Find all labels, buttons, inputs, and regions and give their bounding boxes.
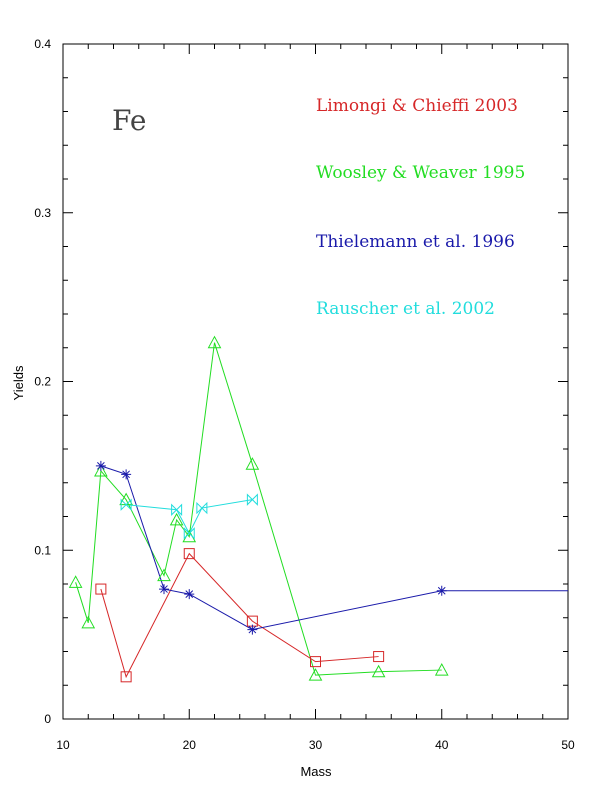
series-lines: [75, 342, 568, 679]
legend-entry: Woosley & Weaver 1995: [316, 163, 525, 183]
axes: [62, 43, 569, 720]
data-point: [120, 671, 132, 683]
data-point: [81, 615, 96, 629]
data-point: [245, 457, 260, 470]
series-line: [100, 465, 568, 631]
tick-labels: 10 20 30 40 50 0 0.1 0.2 0.3 0.4: [34, 37, 575, 752]
data-point: [94, 463, 108, 477]
data-point: [207, 335, 222, 349]
element-annotation: Fe: [112, 104, 146, 137]
legend-entry: Thielemann et al. 1996: [316, 232, 515, 252]
y-tick-label: 0.1: [34, 543, 51, 557]
y-tick-label: 0: [44, 712, 51, 726]
legend-entry: Rauscher et al. 2002: [316, 299, 495, 319]
plot-frame: [62, 43, 569, 720]
data-point: [436, 585, 447, 596]
data-point: [183, 548, 195, 560]
legend: Limongi & Chieffi 2003 Woosley & Weaver 1…: [316, 96, 525, 319]
y-tick-label: 0.3: [34, 206, 51, 220]
y-axis-title: Yields: [11, 365, 26, 400]
data-point: [95, 460, 106, 471]
data-point: [247, 624, 258, 635]
data-point: [196, 501, 208, 515]
y-tick-label: 0.4: [34, 37, 51, 51]
x-tick-label: 30: [309, 738, 323, 752]
data-point: [120, 498, 132, 511]
data-point: [246, 493, 258, 506]
series-line: [75, 342, 442, 676]
y-tick-label: 0.2: [34, 375, 51, 389]
legend-entry: Limongi & Chieffi 2003: [316, 96, 518, 116]
series-markers: [68, 335, 449, 683]
series-line: [100, 552, 379, 679]
data-point: [121, 469, 132, 480]
data-point: [159, 584, 169, 595]
data-point: [310, 656, 321, 668]
data-point: [157, 568, 171, 582]
x-axis-title: Mass: [300, 764, 332, 779]
data-point: [171, 503, 183, 516]
series-line: [126, 499, 253, 535]
x-tick-label: 50: [561, 738, 575, 752]
data-point: [434, 663, 449, 676]
data-point: [68, 575, 83, 588]
data-point: [169, 512, 184, 526]
data-point: [184, 589, 195, 600]
data-point: [183, 527, 195, 540]
x-tick-label: 40: [435, 738, 449, 752]
x-tick-label: 10: [56, 738, 70, 752]
data-point: [308, 668, 323, 681]
data-point: [371, 664, 386, 678]
tick-marks: [62, 43, 569, 720]
x-tick-label: 20: [183, 738, 197, 752]
data-point: [373, 651, 385, 663]
data-point: [95, 583, 107, 595]
